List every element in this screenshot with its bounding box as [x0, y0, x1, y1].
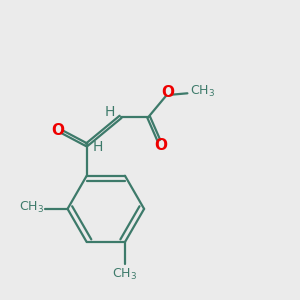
Text: O: O: [154, 138, 167, 153]
Text: CH$_3$: CH$_3$: [112, 266, 137, 282]
Text: H: H: [93, 140, 103, 154]
Text: O: O: [52, 123, 64, 138]
Text: H: H: [104, 105, 115, 119]
Text: O: O: [161, 85, 174, 100]
Text: CH$_3$: CH$_3$: [190, 84, 215, 99]
Text: CH$_3$: CH$_3$: [19, 200, 44, 215]
